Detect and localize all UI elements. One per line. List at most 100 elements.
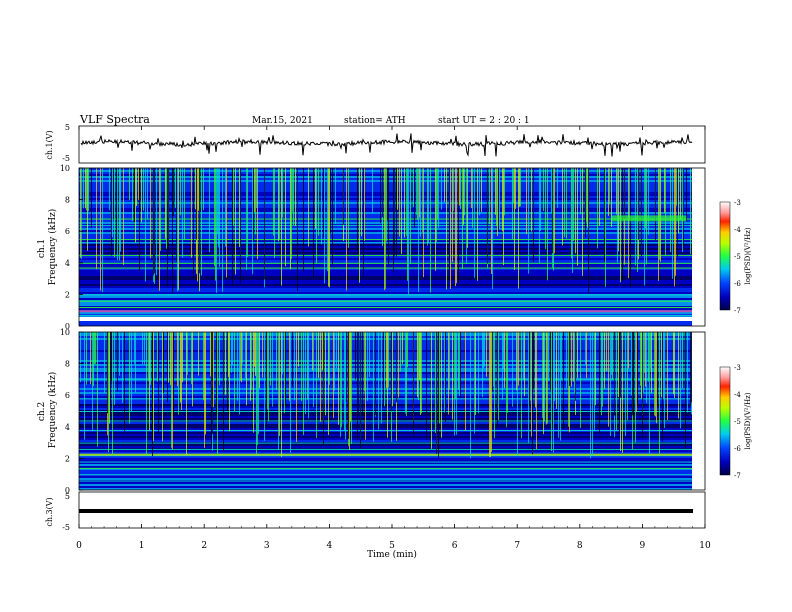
spheric-trace xyxy=(254,168,255,213)
spheric-trace xyxy=(333,332,334,419)
spheric-trace xyxy=(141,168,142,223)
spheric-trace xyxy=(446,168,447,290)
ch1-colorbar-ticks: -3 -4 -5 -6 -7 xyxy=(734,199,741,315)
freq-tick-label: 8 xyxy=(65,360,70,369)
spheric-trace xyxy=(521,332,522,439)
spheric-trace xyxy=(262,332,263,378)
spheric-trace xyxy=(329,332,330,385)
ch1-waveform-panel: 5 -5 ch.1(V) xyxy=(45,123,706,164)
spheric-trace xyxy=(489,332,490,457)
spheric-trace xyxy=(143,168,144,211)
spheric-trace xyxy=(437,168,438,220)
spheric-gap xyxy=(624,168,625,220)
spheric-trace xyxy=(435,332,436,434)
spectrogram-band xyxy=(79,340,692,342)
spheric-gap xyxy=(487,168,488,264)
spheric-trace xyxy=(305,332,306,415)
spectrogram-band xyxy=(79,488,692,490)
spheric-trace xyxy=(616,332,617,431)
spheric-trace xyxy=(301,332,302,401)
spheric-trace xyxy=(274,168,275,259)
spheric-trace xyxy=(120,168,121,252)
freq-tick-label: 6 xyxy=(65,227,70,236)
spheric-gap xyxy=(426,332,427,440)
spheric-trace xyxy=(367,332,368,401)
spheric-trace xyxy=(225,332,226,395)
spheric-trace xyxy=(341,332,342,428)
spheric-trace xyxy=(514,168,515,270)
colorbar-tick-label: -6 xyxy=(734,280,741,288)
spheric-gap xyxy=(154,168,155,274)
spectrogram-band xyxy=(79,308,692,310)
spheric-trace xyxy=(648,332,649,382)
spheric-trace xyxy=(401,168,402,255)
spheric-gap xyxy=(264,168,265,280)
spheric-trace xyxy=(272,332,273,407)
ch1-ytick-bottom: -5 xyxy=(62,154,70,163)
spheric-trace xyxy=(438,168,439,228)
spheric-trace xyxy=(580,332,581,428)
spheric-trace xyxy=(547,168,548,281)
spheric-gap xyxy=(630,168,631,288)
spheric-trace xyxy=(90,332,91,385)
spheric-trace xyxy=(251,332,252,390)
spheric-trace xyxy=(646,332,647,404)
spheric-trace xyxy=(186,332,187,455)
spheric-gap xyxy=(604,168,605,262)
spheric-trace xyxy=(474,332,475,434)
spheric-trace xyxy=(399,168,400,237)
spheric-trace xyxy=(253,332,254,433)
spheric-trace xyxy=(335,168,336,224)
spheric-gap xyxy=(332,168,333,266)
spheric-trace xyxy=(325,332,326,416)
spheric-trace xyxy=(365,332,366,440)
spheric-trace xyxy=(80,332,81,383)
spectrogram-band xyxy=(79,446,692,448)
spectrogram-band xyxy=(79,362,692,364)
spheric-trace xyxy=(134,332,135,364)
spheric-trace xyxy=(281,168,282,286)
spheric-trace xyxy=(676,168,677,206)
spheric-trace xyxy=(421,332,422,414)
spheric-trace xyxy=(466,168,467,265)
spheric-trace xyxy=(504,168,505,216)
spheric-gap xyxy=(223,332,224,452)
spheric-trace xyxy=(181,332,182,410)
spheric-trace xyxy=(478,332,479,414)
spheric-trace xyxy=(428,168,429,243)
spheric-trace xyxy=(407,168,408,281)
spectrogram-band xyxy=(79,404,692,406)
spheric-gap xyxy=(662,332,663,442)
spheric-trace xyxy=(256,332,257,454)
spheric-trace xyxy=(645,332,646,387)
spectrogram-band xyxy=(79,428,692,430)
spheric-trace xyxy=(321,168,322,245)
spheric-gap xyxy=(330,168,331,234)
spheric-trace xyxy=(219,168,220,267)
spheric-gap xyxy=(620,332,621,398)
spheric-gap xyxy=(111,168,112,256)
spheric-trace xyxy=(135,168,136,243)
spectrogram-band xyxy=(79,354,692,356)
spheric-trace xyxy=(474,168,475,278)
freq-tick-label: 8 xyxy=(65,196,70,205)
spheric-trace xyxy=(557,168,558,208)
spectrogram-line xyxy=(79,480,692,482)
spheric-trace xyxy=(408,168,409,294)
spheric-trace xyxy=(201,168,202,276)
spheric-trace xyxy=(85,168,86,209)
spheric-trace xyxy=(459,332,460,396)
spheric-trace xyxy=(517,332,518,456)
spectrogram-band xyxy=(79,346,692,348)
spheric-trace xyxy=(420,332,421,415)
time-tick-label: 9 xyxy=(640,541,646,551)
spheric-trace xyxy=(165,168,166,239)
spheric-gap xyxy=(346,332,347,403)
spheric-trace xyxy=(241,332,242,383)
spectrogram-band xyxy=(79,426,692,428)
spheric-gap xyxy=(323,168,324,238)
spheric-trace xyxy=(346,168,347,291)
spectrogram-band xyxy=(79,402,692,404)
spectrogram-band xyxy=(79,334,692,336)
